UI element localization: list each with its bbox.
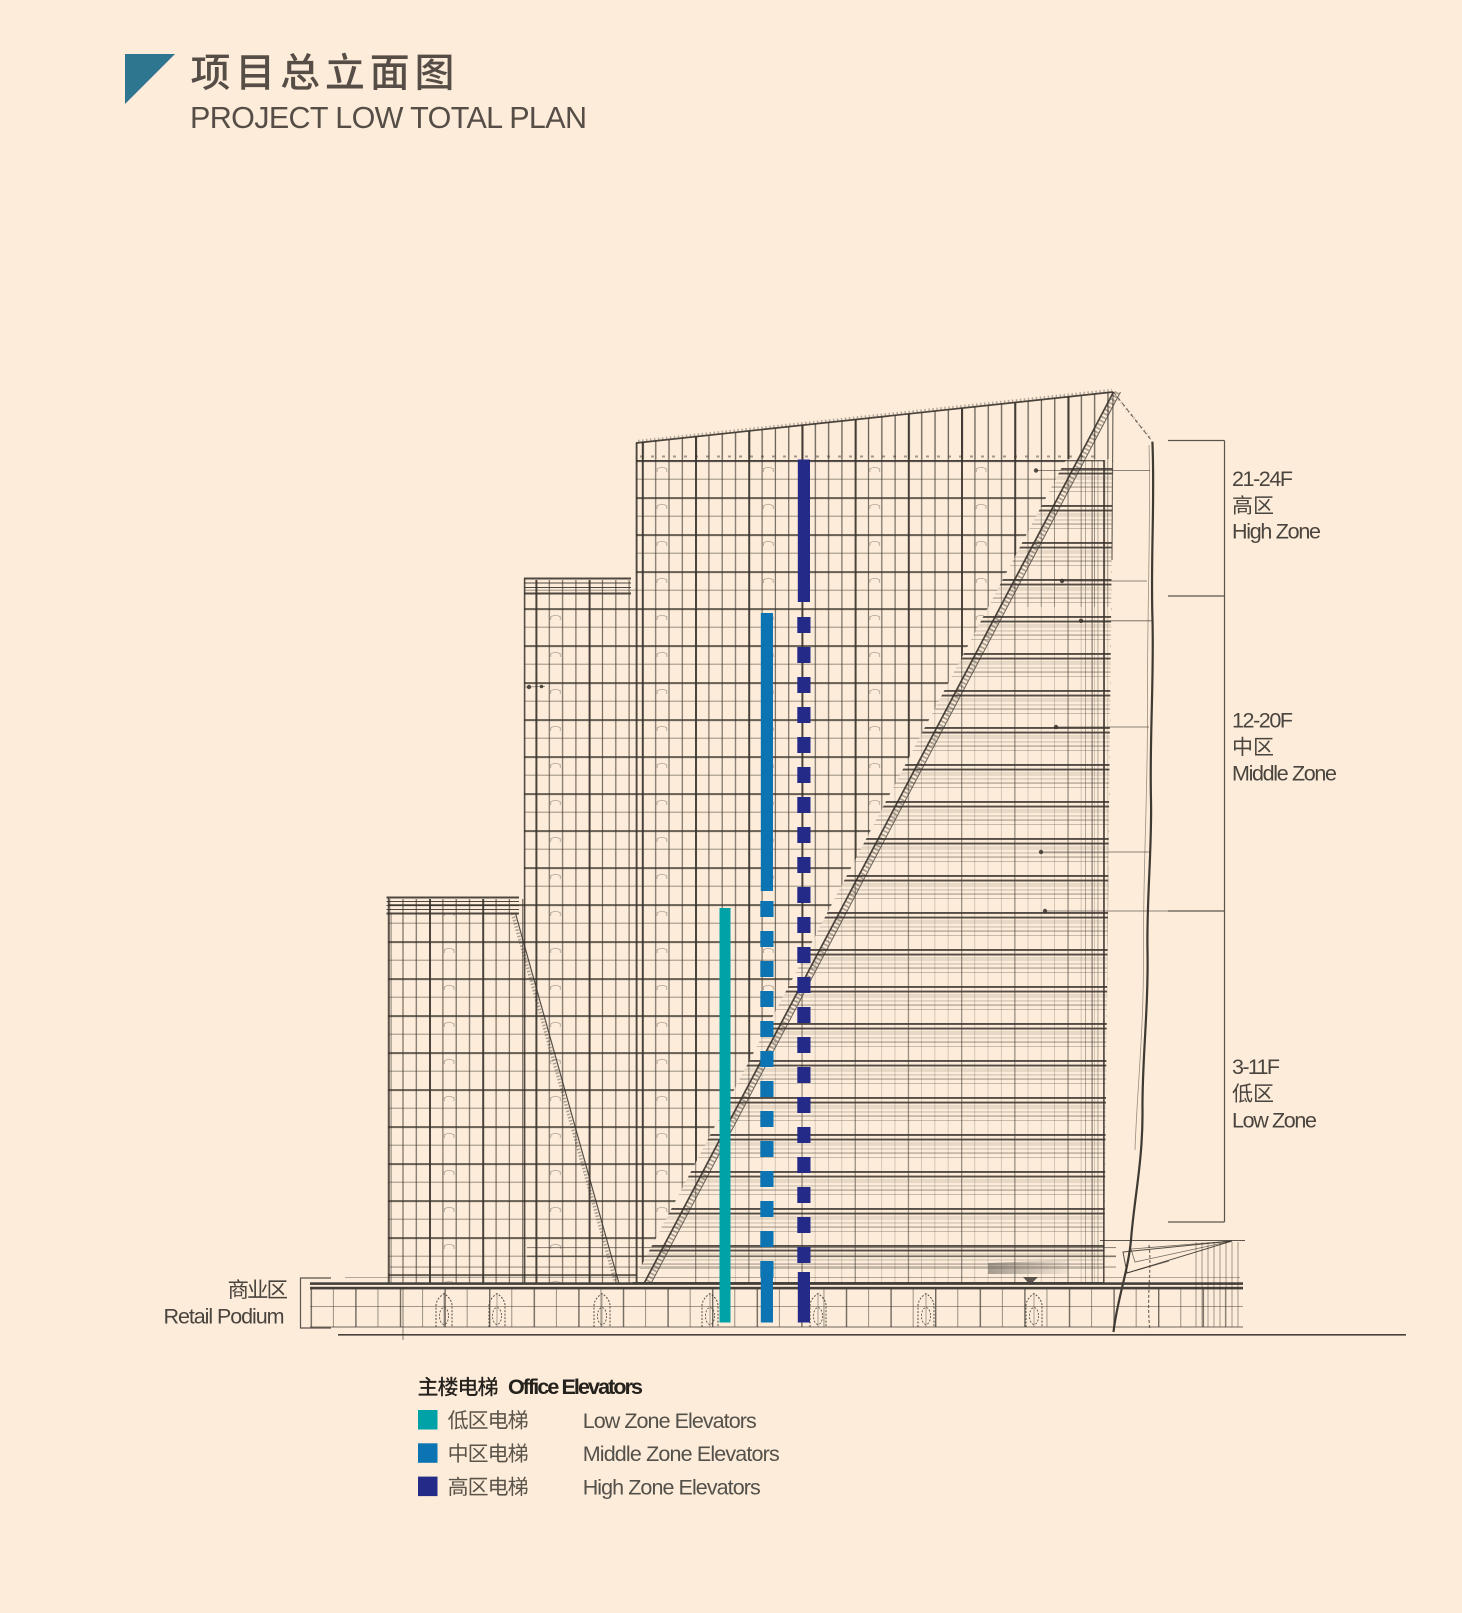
svg-text:High Zone: High Zone <box>1232 520 1321 544</box>
svg-text:PROJECT LOW TOTAL PLAN: PROJECT LOW TOTAL PLAN <box>190 101 587 135</box>
svg-text:Retail Podium: Retail Podium <box>164 1305 285 1329</box>
svg-text:High Zone Elevators: High Zone Elevators <box>583 1476 761 1500</box>
svg-text:21-24F: 21-24F <box>1232 467 1293 491</box>
svg-text:3-11F: 3-11F <box>1232 1055 1280 1079</box>
svg-text:Low Zone: Low Zone <box>1232 1109 1317 1133</box>
svg-text:Low Zone Elevators: Low Zone Elevators <box>583 1409 757 1433</box>
svg-text:Middle Zone: Middle Zone <box>1232 762 1337 786</box>
svg-text:Middle Zone Elevators: Middle Zone Elevators <box>583 1442 780 1466</box>
svg-text:12-20F: 12-20F <box>1232 709 1293 733</box>
svg-text:Office Elevators: Office Elevators <box>508 1375 643 1399</box>
